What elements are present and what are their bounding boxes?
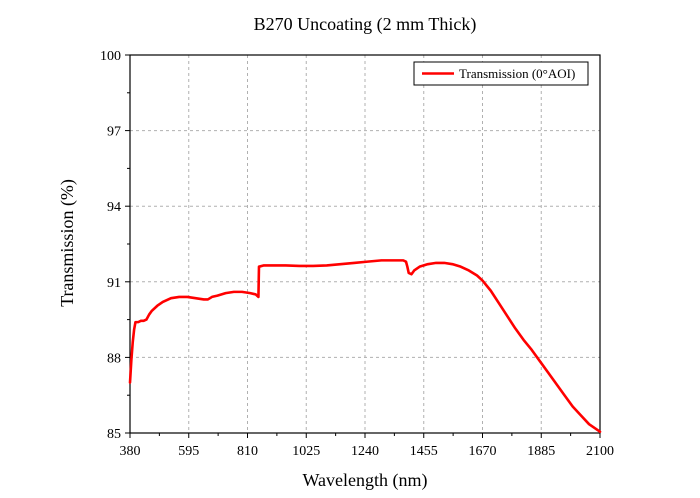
x-tick-label: 1455 [410,444,438,459]
x-tick-label: 1670 [469,444,497,459]
x-tick-label: 1240 [351,444,379,459]
y-axis-ticks: 85 88 91 94 97 100 [100,49,130,442]
y-tick-label: 100 [100,49,121,64]
transmission-series-line [128,259,602,434]
legend: Transmission (0°AOI) [413,61,589,86]
y-tick-label: 94 [107,200,121,215]
x-tick-label: 595 [178,444,199,459]
x-tick-label: 380 [120,444,141,459]
y-axis-title: Transmission (%) [57,179,78,307]
x-tick-label: 810 [237,444,258,459]
x-tick-label: 2100 [586,444,614,459]
x-tick-label: 1025 [292,444,320,459]
chart-title: B270 Uncoating (2 mm Thick) [254,14,477,35]
grid-lines [130,55,600,433]
x-axis-ticks: 380 595 810 1025 1240 1455 1670 1885 2100 [120,433,614,459]
y-tick-label: 91 [107,276,121,291]
legend-box [413,61,589,86]
y-tick-label: 97 [107,125,121,140]
y-tick-label: 88 [107,351,121,366]
x-axis-title: Wavelength (nm) [302,470,427,491]
x-tick-label: 1885 [527,444,555,459]
legend-label: Transmission (0°AOI) [459,66,575,81]
y-tick-label: 85 [107,427,121,442]
